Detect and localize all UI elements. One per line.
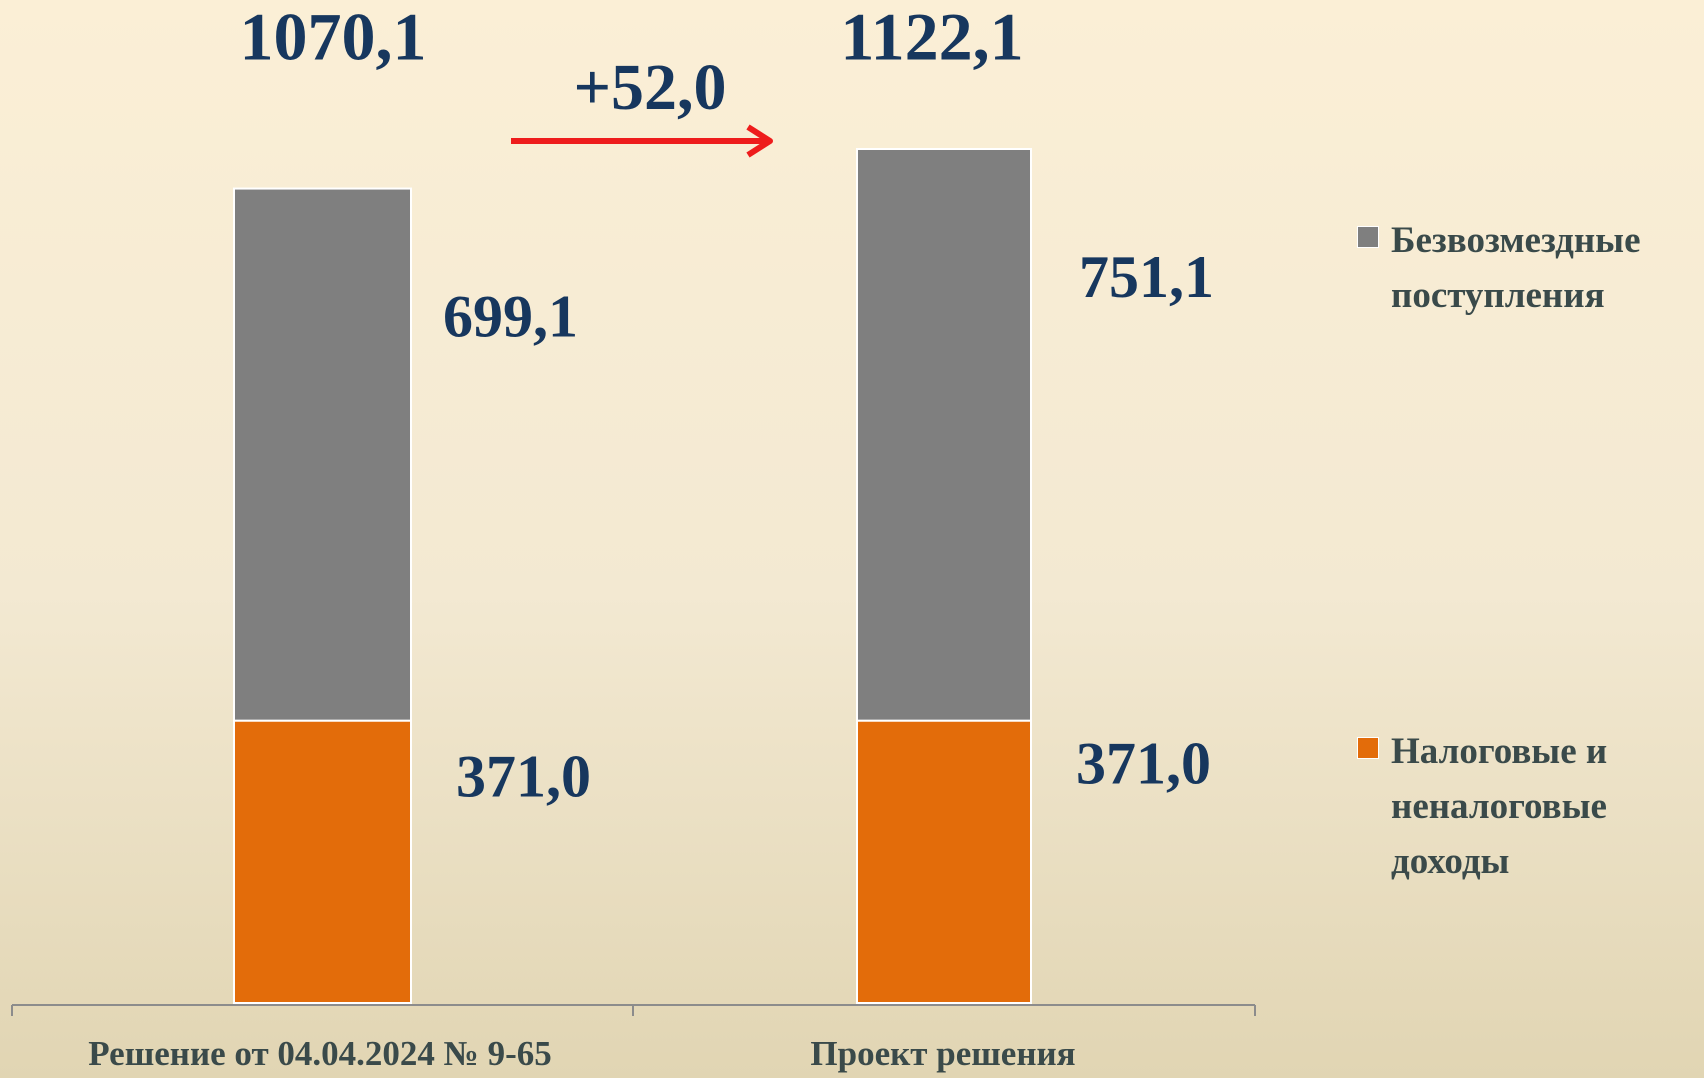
value-label: 371,0 — [456, 743, 591, 809]
bar-segment — [233, 187, 412, 722]
bar-segment — [856, 148, 1032, 722]
value-label: 699,1 — [443, 283, 578, 349]
x-tick-label: Проект решения — [810, 1034, 1075, 1073]
value-label: 371,0 — [1076, 730, 1211, 796]
legend-swatch — [1357, 226, 1379, 248]
total-label: 1070,1 — [240, 0, 427, 75]
x-tick-label: Решение от 04.04.2024 № 9-65 — [88, 1034, 551, 1073]
legend-label: Безвозмездные поступления — [1391, 220, 1641, 316]
arrow-head — [746, 124, 773, 158]
bar-segment — [856, 719, 1032, 1004]
value-label: 751,1 — [1079, 244, 1214, 310]
bar-segment — [233, 719, 412, 1004]
legend-label: Налоговые и неналоговые доходы — [1391, 731, 1608, 882]
legend-item: Налоговые и неналоговые доходы — [1357, 724, 1691, 889]
annotation: +52,0 — [573, 51, 726, 124]
legend-item: Безвозмездные поступления — [1357, 213, 1691, 323]
legend-swatch — [1357, 737, 1379, 759]
total-label: 1122,1 — [840, 0, 1023, 75]
